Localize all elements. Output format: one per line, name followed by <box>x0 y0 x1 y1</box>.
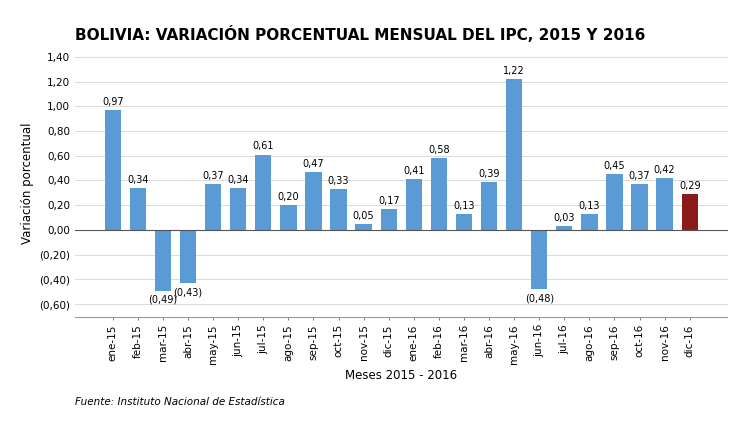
X-axis label: Meses 2015 - 2016: Meses 2015 - 2016 <box>345 369 458 382</box>
Text: (0,48): (0,48) <box>525 294 554 303</box>
Text: BOLIVIA: VARIACIÓN PORCENTUAL MENSUAL DEL IPC, 2015 Y 2016: BOLIVIA: VARIACIÓN PORCENTUAL MENSUAL DE… <box>75 25 645 43</box>
Text: 0,39: 0,39 <box>478 169 500 179</box>
Bar <box>280 205 296 230</box>
Bar <box>230 188 246 230</box>
Bar <box>682 194 698 230</box>
Text: 0,13: 0,13 <box>453 201 475 211</box>
Text: 0,17: 0,17 <box>378 196 400 206</box>
Text: 0,97: 0,97 <box>102 97 124 107</box>
Bar <box>406 179 422 230</box>
Text: 1,22: 1,22 <box>503 66 525 76</box>
Bar <box>180 230 196 283</box>
Text: 0,45: 0,45 <box>604 161 625 171</box>
Bar <box>331 189 346 230</box>
Bar <box>380 209 397 230</box>
Bar <box>130 188 146 230</box>
Text: 0,61: 0,61 <box>253 141 274 151</box>
Bar <box>656 178 673 230</box>
Text: (0,43): (0,43) <box>173 287 202 298</box>
Text: 0,13: 0,13 <box>578 201 600 211</box>
Bar <box>205 184 221 230</box>
Bar <box>531 230 548 289</box>
Bar <box>305 172 322 230</box>
Text: 0,41: 0,41 <box>403 166 424 176</box>
Text: 0,37: 0,37 <box>628 171 650 181</box>
Text: 0,47: 0,47 <box>303 159 324 169</box>
Text: 0,20: 0,20 <box>278 192 299 202</box>
Text: 0,05: 0,05 <box>352 211 374 221</box>
Bar <box>105 110 121 230</box>
Text: 0,34: 0,34 <box>227 175 249 185</box>
Text: 0,42: 0,42 <box>654 165 676 175</box>
Bar <box>430 158 447 230</box>
Text: 0,34: 0,34 <box>128 175 148 185</box>
Bar <box>581 214 598 230</box>
Y-axis label: Variación porcentual: Variación porcentual <box>20 123 34 244</box>
Bar <box>556 226 572 230</box>
Text: Fuente: Instituto Nacional de Estadística: Fuente: Instituto Nacional de Estadístic… <box>75 397 285 407</box>
Text: 0,58: 0,58 <box>428 145 450 155</box>
Text: (0,49): (0,49) <box>148 295 178 305</box>
Text: 0,33: 0,33 <box>328 176 350 186</box>
Text: 0,03: 0,03 <box>554 213 575 223</box>
Text: 0,37: 0,37 <box>202 171 224 181</box>
Bar <box>456 214 472 230</box>
Bar <box>481 182 497 230</box>
Bar <box>255 154 272 230</box>
Bar <box>632 184 648 230</box>
Bar <box>356 224 372 230</box>
Text: 0,29: 0,29 <box>679 181 700 191</box>
Bar <box>506 79 522 230</box>
Bar <box>606 174 622 230</box>
Bar <box>154 230 171 290</box>
